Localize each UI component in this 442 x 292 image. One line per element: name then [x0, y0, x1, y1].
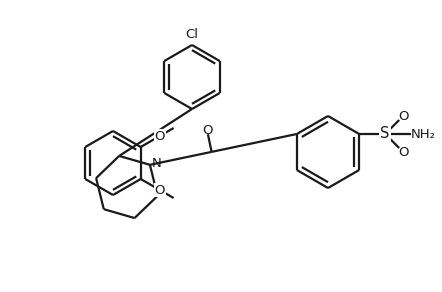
Text: Cl: Cl [186, 28, 198, 41]
Text: O: O [202, 124, 212, 137]
Text: NH₂: NH₂ [411, 128, 436, 140]
Text: O: O [398, 145, 408, 159]
Text: O: O [398, 110, 408, 123]
Text: N: N [152, 157, 162, 170]
Text: O: O [155, 129, 165, 142]
Text: S: S [381, 126, 390, 142]
Text: O: O [155, 183, 165, 197]
